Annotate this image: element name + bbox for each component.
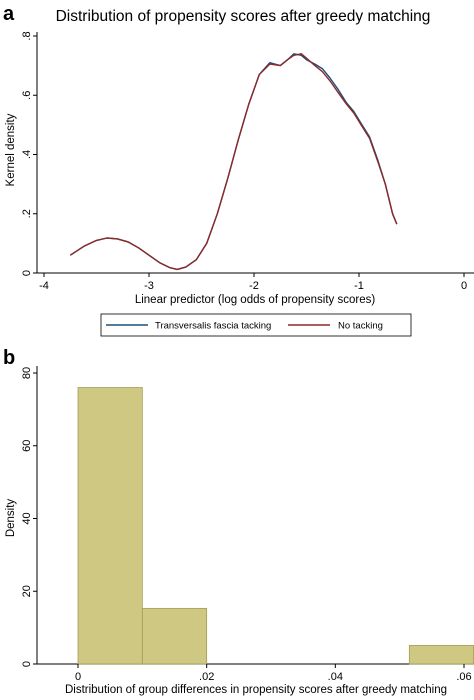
series-line-no-tacking [69, 53, 398, 271]
chart-b-x-tick-label: 0 [75, 671, 81, 683]
chart-b-x-tick-label: .02 [199, 671, 214, 683]
chart-a-x-tick-label: -1 [354, 280, 364, 292]
legend-box [100, 313, 412, 337]
chart-b-xlabel: Distribution of group differences in pro… [65, 684, 447, 696]
chart-b-x-tick-label: .04 [328, 671, 343, 683]
panel-b-letter: b [3, 347, 15, 369]
legend-label-transversalis: Transversalis fascia tacking [155, 321, 271, 332]
histogram-bar [141, 607, 208, 665]
panel-a-letter: a [3, 3, 15, 25]
chart-a-y-tick-label: .8 [21, 31, 33, 40]
chart-b-ylabel: Density [5, 499, 17, 538]
chart-b-x-tick-label: .06 [456, 671, 471, 683]
chart-a-x-tick-label: -2 [249, 280, 259, 292]
chart-a-x-tick-label: -4 [39, 280, 49, 292]
chart-a-legend: Transversalis fascia tacking No tacking [100, 313, 412, 337]
histogram-bar [408, 645, 474, 665]
chart-a-title: Distribution of propensity scores after … [56, 8, 431, 25]
chart-a: 0 .2 .4 .6 .8 -4 -3 -2 -1 0 [21, 31, 474, 292]
chart-a-x-tick-label: -3 [144, 280, 154, 292]
chart-b: 0 20 40 60 80 0 .02 .04 .06 [21, 366, 474, 683]
chart-a-y-tick-label: .2 [21, 209, 33, 218]
series-line-transversalis [69, 53, 398, 271]
chart-b-y-tick-label: 60 [21, 440, 33, 452]
legend-label-no-tacking: No tacking [338, 321, 383, 332]
chart-a-y-tick-label: .4 [21, 150, 33, 159]
chart-b-y-tick-label: 20 [21, 585, 33, 597]
chart-b-y-tick-label: 80 [21, 367, 33, 379]
chart-a-x-tick-label: 0 [461, 280, 467, 292]
chart-b-y-tick-label: 0 [21, 661, 33, 667]
chart-a-xlabel: Linear predictor (log odds of propensity… [135, 294, 376, 306]
histogram-bar [77, 387, 143, 665]
chart-a-ylabel: Kernel density [5, 113, 17, 186]
chart-a-y-tick-label: 0 [21, 270, 33, 276]
chart-b-y-tick-label: 40 [21, 512, 33, 524]
chart-a-y-tick-label: .6 [21, 91, 33, 100]
